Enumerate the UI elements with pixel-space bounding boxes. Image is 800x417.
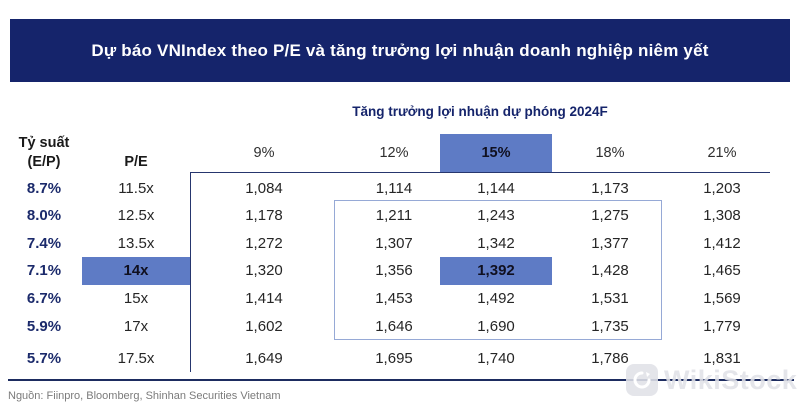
table-cell: 1,735 [591,318,629,335]
row-header-pe-label: P/E [124,154,148,170]
figure-title: Dự báo VNIndex theo P/E và tăng trưởng l… [91,40,709,60]
table-cell: 1,173 [591,180,629,197]
table-cell: 1,428 [591,262,629,279]
table-cell-pe: 17.5x [117,350,155,367]
bottom-divider-rule [8,379,794,381]
table-cell-pe: 13.5x [117,235,155,252]
table-cell: 1,465 [703,262,741,279]
table-row: 7.4% 13.5x 1,272 1,307 1,342 1,377 1,412 [0,230,800,258]
table-cell-ep: 5.7% [26,350,62,367]
table-cell: 1,412 [703,235,741,252]
table-cell-ep: 7.1% [26,262,62,279]
figure-title-banner: Dự báo VNIndex theo P/E và tăng trưởng l… [10,19,790,82]
column-header-18pct: 18% [595,145,625,161]
column-header-12pct: 12% [379,145,409,161]
table-cell: 1,272 [245,235,283,252]
column-header-15pct-highlighted: 15% [440,134,552,172]
table-top-border [190,172,770,173]
table-cell: 1,178 [245,207,283,224]
table-left-border [190,172,191,372]
table-cell: 1,695 [375,350,413,367]
table-row-base-scenario: 7.1% 14x 1,320 1,356 1,392 1,428 1,465 [0,257,800,285]
column-header-21pct: 21% [707,145,737,161]
table-cell-ep: 6.7% [26,290,62,307]
column-group-header: Tăng trưởng lợi nhuận dự phóng 2024F [352,104,608,119]
column-header-9pct: 9% [253,145,275,161]
table-cell: 1,377 [591,235,629,252]
table-row: 5.9% 17x 1,602 1,646 1,690 1,735 1,779 [0,313,800,341]
table-cell-pe: 12.5x [117,207,155,224]
row-header-ep-label-line2: (E/P) [27,154,61,170]
source-note: Nguồn: Fiinpro, Bloomberg, Shinhan Secur… [8,390,281,402]
row-header-ep-label-line1: Tỷ suất [18,135,70,151]
table-cell: 1,211 [375,207,413,224]
table-cell: 1,243 [477,207,515,224]
table-cell: 1,275 [591,207,629,224]
table-cell-pe: 11.5x [118,180,154,197]
table-cell: 1,779 [703,318,741,335]
table-cell: 1,602 [245,318,283,335]
table-cell: 1,203 [703,180,741,197]
table-cell: 1,342 [477,235,515,252]
table-row: 5.7% 17.5x 1,649 1,695 1,740 1,786 1,831 [0,345,800,373]
table-cell: 1,414 [245,290,283,307]
table-cell-ep: 7.4% [26,235,62,252]
table-cell: 1,308 [703,207,741,224]
table-cell: 1,531 [591,290,629,307]
table-cell: 1,786 [591,350,629,367]
table-cell: 1,492 [477,290,515,307]
table-cell: 1,084 [245,180,283,197]
watermark-text: WikiStock [664,364,798,395]
table-cell: 1,320 [245,262,283,279]
table-cell-ep: 5.9% [26,318,62,335]
watermark: WikiStock [626,364,797,396]
scenario-range-outline-box [334,200,662,340]
table-cell: 1,307 [375,235,413,252]
table-cell: 1,453 [375,290,413,307]
table-row: 6.7% 15x 1,414 1,453 1,492 1,531 1,569 [0,285,800,313]
table-cell-target-highlighted: 1,392 [440,257,552,285]
table-cell: 1,646 [375,318,413,335]
table-row: 8.0% 12.5x 1,178 1,211 1,243 1,275 1,308 [0,202,800,230]
wikistock-logo-icon [626,364,658,396]
table-cell-ep: 8.7% [26,180,62,197]
table-cell-ep: 8.0% [26,207,62,224]
table-row: 8.7% 11.5x 1,084 1,114 1,144 1,173 1,203 [0,175,800,203]
table-cell: 1,649 [245,350,283,367]
table-cell: 1,831 [703,350,741,367]
table-cell: 1,114 [375,180,413,197]
table-cell-pe-highlighted: 14x [82,257,190,285]
table-cell: 1,740 [477,350,515,367]
table-cell-pe: 17x [123,318,149,335]
table-cell: 1,569 [703,290,741,307]
table-cell: 1,690 [477,318,515,335]
table-cell: 1,144 [477,180,515,197]
table-cell-pe: 15x [123,290,149,307]
table-cell: 1,356 [375,262,413,279]
